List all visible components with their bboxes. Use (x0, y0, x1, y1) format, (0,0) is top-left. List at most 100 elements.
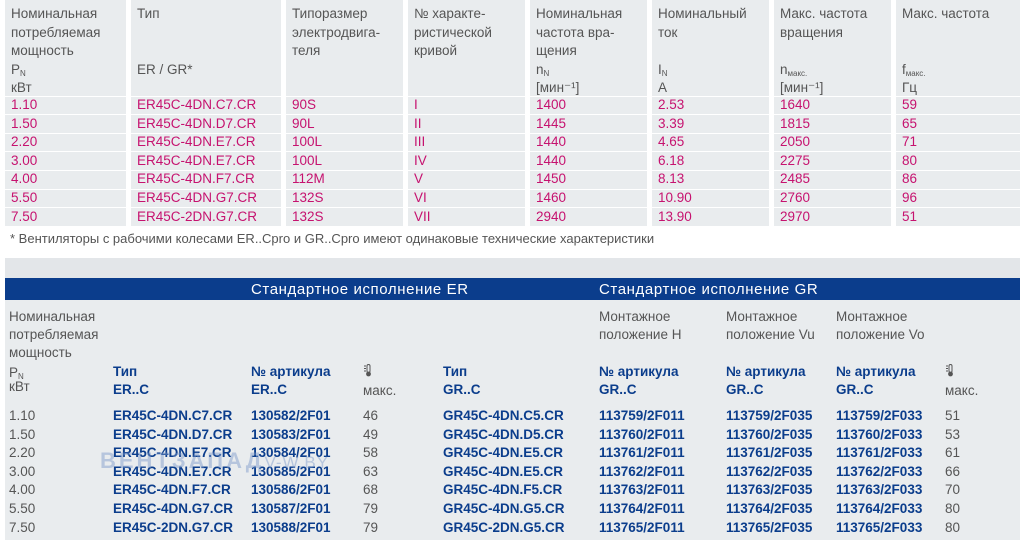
watermark: ВЕНТЗАПАДV-W.BY (100, 448, 329, 474)
t2-col-title: № артикула (251, 364, 331, 379)
t1-cell: 4.00 (11, 171, 38, 187)
t1-column-bg (896, 0, 1020, 226)
t2-cell: 113765/2F033 (836, 519, 923, 535)
t1-cell: 2275 (780, 152, 811, 168)
t1-header-cell: Макс. частота fмакс. Гц (902, 5, 1018, 95)
t2-cell: 80 (945, 519, 961, 535)
band-title-gr: Стандартное исполнение GR (599, 281, 819, 298)
row-divider (5, 169, 1020, 171)
t2-cell: GR45C-4DN.C5.CR (443, 408, 564, 423)
t1-cell: 1400 (536, 97, 567, 112)
t1-symbol-sub: макс. (905, 69, 926, 78)
t1-column-bg (774, 0, 891, 226)
t1-cell: 86 (902, 171, 918, 187)
t1-cell: 65 (902, 115, 918, 131)
t1-column-bg (408, 0, 525, 226)
t1-symbol: f (902, 62, 906, 77)
table-row: 1.50 ER45C-4DN.D7.CR 90L II 1445 3.39 1815 65 (5, 115, 1020, 134)
t1-cell: VI (414, 190, 427, 205)
row-divider (5, 95, 1020, 97)
t1-cell: ER45C-4DN.D7.CR (137, 115, 257, 131)
t1-cell: 6.18 (658, 152, 685, 168)
t1-symbol: n (780, 62, 788, 77)
t1-header-symbol: nN (536, 61, 549, 84)
t2-mount-header-line: Монтажное (726, 309, 798, 324)
t2-cell: 130586/2F01 (251, 482, 331, 498)
table-row: 7.50 ER45C-2DN.G7.CR 132S VII 2940 13.90 2970 5… (5, 208, 1020, 227)
t1-header-symbol: PN (11, 61, 26, 84)
t1-cell: 2.20 (11, 134, 38, 150)
table-top-strip (5, 258, 1020, 278)
t2-cell: 130582/2F01 (251, 408, 331, 423)
t1-cell: 1450 (536, 171, 567, 187)
table-row: 2.20 ER45C-4DN.E7.CR 130584/2F01 58 GR45C-4D… (5, 444, 1020, 463)
t1-cell: IV (414, 152, 427, 168)
t2-cell: 113765/2F035 (726, 519, 813, 535)
t1-header-cell: Номинальная потребляемая мощность PN кВт (11, 5, 124, 95)
t2-cell: 130583/2F01 (251, 426, 331, 442)
t2-cell: 61 (945, 445, 961, 461)
table-row: 1.10 ER45C-4DN.C7.CR 90S I 1400 2.53 1640 59 (5, 96, 1020, 115)
t1-cell: 100L (292, 152, 323, 168)
t2-cell: 1.10 (9, 408, 36, 423)
t1-symbol: I (658, 62, 662, 77)
t2-cell: GR45C-4DN.E5.CR (443, 445, 564, 461)
t1-cell: VII (414, 208, 431, 224)
t2-cell: 4.00 (9, 482, 36, 498)
thermometer-icon (363, 362, 374, 380)
t2-cell: 7.50 (9, 519, 36, 535)
table-row: 5.50 ER45C-4DN.G7.CR 130587/2F01 79 GR45C-4D… (5, 500, 1020, 519)
footnote: * Вентиляторы с рабочими колесами ER..Cp… (10, 231, 655, 246)
t2-power-header-line: потребляемая (9, 327, 99, 342)
t2-cell: 113763/2F033 (836, 482, 923, 498)
t2-symbol: P (9, 365, 19, 380)
t1-cell: 112M (292, 171, 325, 187)
t2-cell: 113759/2F033 (836, 408, 923, 423)
t1-cell: 10.90 (658, 190, 692, 205)
t1-cell: 80 (902, 152, 918, 168)
t2-cell: 130585/2F01 (251, 463, 331, 479)
t2-cell: 113759/2F035 (726, 408, 813, 423)
t1-cell: ER45C-4DN.E7.CR (137, 152, 256, 168)
table-row: 7.50 ER45C-2DN.G7.CR 130588/2F01 79 GR45C-2D… (5, 519, 1020, 538)
t2-cell: 113764/2F011 (599, 501, 685, 516)
t1-cell: 5.50 (11, 190, 38, 205)
t1-symbol: ER / GR* (137, 62, 193, 77)
t1-header-cell: Тип ER / GR* (137, 5, 279, 77)
table-row: 4.00 ER45C-4DN.F7.CR 130586/2F01 68 GR45C-4D… (5, 481, 1020, 500)
t2-cell: 68 (363, 482, 379, 498)
t2-cell: 113761/2F011 (599, 445, 685, 461)
t1-cell: 71 (902, 134, 918, 150)
t1-cell: III (414, 134, 426, 150)
table-row: 3.00 ER45C-4DN.E7.CR 100L IV 1440 6.18 2275 80 (5, 152, 1020, 171)
t1-symbol: n (536, 62, 544, 77)
t1-cell: 1445 (536, 115, 567, 131)
t1-cell: 4.65 (658, 134, 685, 150)
t2-cell: 113764/2F033 (836, 501, 923, 516)
t1-cell: 3.39 (658, 115, 685, 131)
t2-col-sub: GR..C (599, 382, 637, 397)
t1-cell: 1440 (536, 152, 567, 168)
t1-cell: 2.53 (658, 97, 685, 112)
t2-col-sub: ER..C (113, 382, 150, 397)
t2-cell: 113761/2F033 (836, 445, 923, 461)
t2-cell: 1.50 (9, 426, 36, 442)
table-row: 1.10 ER45C-4DN.C7.CR 130582/2F01 46 GR45C-4D… (5, 407, 1020, 426)
t2-cell: 2.20 (9, 445, 36, 461)
t2-cell: ER45C-4DN.D7.CR (113, 426, 233, 442)
t2-cell: 113761/2F035 (726, 445, 813, 461)
t2-power-unit: кВт (9, 379, 30, 394)
t2-cell: ER45C-2DN.G7.CR (113, 519, 234, 535)
t2-col-sub: макс. (945, 383, 979, 398)
t1-header-line: частота вра- (536, 24, 615, 40)
t1-header-line: Номинальная (11, 6, 98, 21)
t2-col-title: Тип (113, 364, 138, 379)
t1-header-symbol: IN (658, 61, 668, 84)
watermark-domain: V-W.BY (264, 453, 330, 472)
t1-cell: ER45C-4DN.C7.CR (137, 97, 257, 112)
t1-symbol-sub: N (543, 69, 550, 78)
t1-cell: V (414, 171, 424, 187)
t1-cell: 59 (902, 97, 918, 112)
t2-power-header-line: Номинальная (9, 309, 96, 324)
t1-cell: 96 (902, 190, 918, 205)
